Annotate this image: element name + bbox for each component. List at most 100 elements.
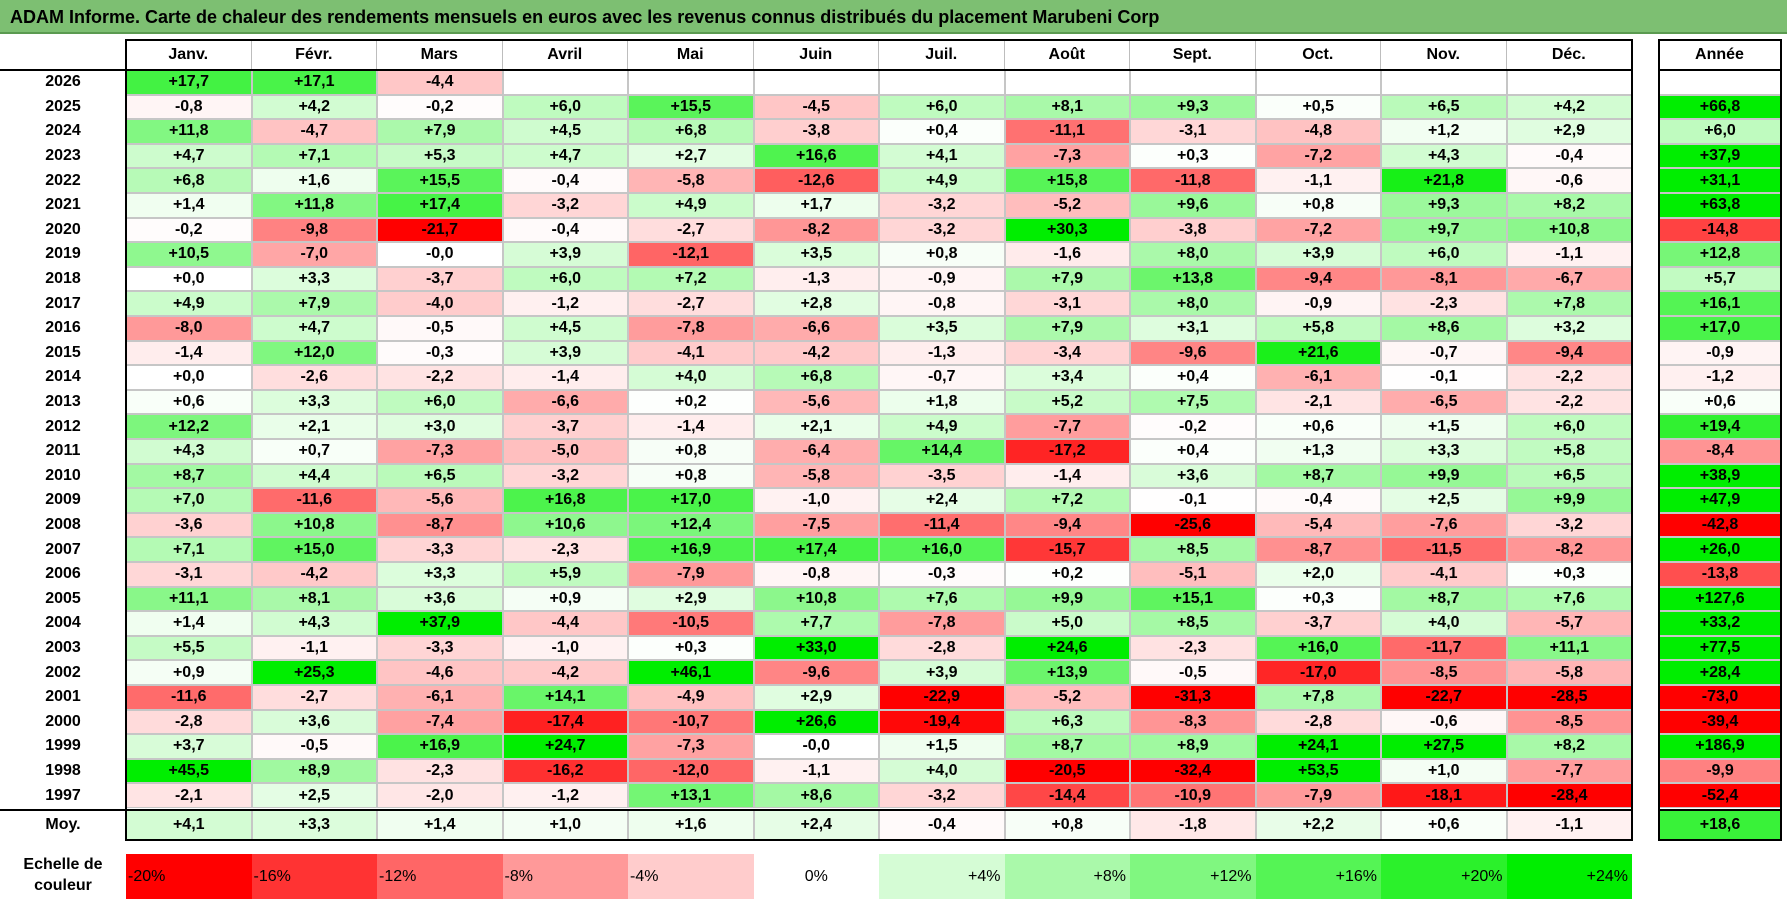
heatmap-cell: +7,5 bbox=[1130, 389, 1256, 415]
heatmap-cell: -4,9 bbox=[628, 685, 754, 710]
heatmap-cell: +2,9 bbox=[628, 586, 754, 612]
heatmap-cell: +10,5 bbox=[126, 242, 252, 267]
heatmap-cell: -1,3 bbox=[753, 266, 879, 292]
heatmap-cell: -1,4 bbox=[502, 365, 628, 390]
heatmap-cell: +9,3 bbox=[1381, 193, 1507, 218]
heatmap-cell: -7,6 bbox=[1381, 512, 1507, 538]
year-label: 2019 bbox=[45, 245, 81, 263]
heatmap-cell: -2,6 bbox=[251, 365, 377, 390]
heatmap-cell: +17,4 bbox=[377, 193, 503, 218]
heatmap-cell: -11,5 bbox=[1381, 537, 1507, 562]
heatmap-cell: -8,2 bbox=[1506, 537, 1632, 562]
heatmap-cell: -6,6 bbox=[753, 316, 879, 341]
year-label: 2016 bbox=[45, 319, 81, 337]
heatmap-cell: +3,5 bbox=[753, 242, 879, 267]
heatmap-cell: -5,7 bbox=[1506, 611, 1632, 636]
heatmap-cell: +2,7 bbox=[628, 143, 754, 169]
heatmap-cell: -12,0 bbox=[628, 758, 754, 784]
heatmap-cell: -0,2 bbox=[126, 217, 252, 243]
heatmap-cell: -8,0 bbox=[126, 316, 252, 341]
heatmap-cell: +6,0 bbox=[1381, 242, 1507, 267]
heatmap-cell: -7,9 bbox=[628, 562, 754, 587]
heatmap-cell: -20,5 bbox=[1004, 758, 1130, 784]
heatmap-cell: +16,9 bbox=[628, 537, 754, 562]
color-scale-swatch: -4% bbox=[628, 854, 754, 899]
heatmap-cell: -6,1 bbox=[1255, 365, 1381, 390]
year-label: 2007 bbox=[45, 540, 81, 558]
heatmap-cell: +7,0 bbox=[126, 488, 252, 513]
heatmap-cell bbox=[879, 70, 1005, 95]
average-separator-annual bbox=[1658, 809, 1782, 811]
annual-cell: +16,1 bbox=[1659, 291, 1781, 316]
average-cell: +3,3 bbox=[251, 810, 377, 840]
heatmap-cell: +4,3 bbox=[126, 439, 252, 464]
heatmap-cell: +0,4 bbox=[1130, 365, 1256, 390]
heatmap-cell: +17,7 bbox=[126, 70, 252, 95]
heatmap-cell: +8,7 bbox=[1255, 463, 1381, 489]
annual-cell: +77,5 bbox=[1659, 635, 1781, 661]
heatmap-cell: -5,0 bbox=[502, 439, 628, 464]
heatmap-cell: -0,4 bbox=[1255, 488, 1381, 513]
heatmap-cell: +45,5 bbox=[126, 758, 252, 784]
annual-cell: -14,8 bbox=[1659, 217, 1781, 243]
heatmap-cell: -0,4 bbox=[502, 217, 628, 243]
heatmap-cell: -6,4 bbox=[753, 439, 879, 464]
heatmap-cell: +12,0 bbox=[251, 340, 377, 366]
month-header: Avril bbox=[502, 40, 628, 70]
heatmap-cell: +6,3 bbox=[1004, 709, 1130, 735]
heatmap-cell: -0,4 bbox=[502, 168, 628, 193]
heatmap-cell: +4,0 bbox=[628, 365, 754, 390]
heatmap-cell: +16,0 bbox=[879, 537, 1005, 562]
heatmap-cell: +5,2 bbox=[1004, 389, 1130, 415]
annual-cell: +63,8 bbox=[1659, 193, 1781, 218]
heatmap-cell: +10,8 bbox=[251, 512, 377, 538]
heatmap-cell: -3,4 bbox=[1004, 340, 1130, 366]
heatmap-cell: -2,3 bbox=[377, 758, 503, 784]
month-header: Oct. bbox=[1255, 40, 1381, 70]
heatmap-cell: -4,6 bbox=[377, 660, 503, 685]
heatmap-cell: -0,2 bbox=[377, 94, 503, 120]
heatmap-cell: +33,0 bbox=[753, 635, 879, 661]
heatmap-cell: -6,7 bbox=[1506, 266, 1632, 292]
average-cell: +4,1 bbox=[126, 810, 252, 840]
heatmap-cell: +4,2 bbox=[251, 94, 377, 120]
heatmap-cell: +9,3 bbox=[1130, 94, 1256, 120]
heatmap-cell: -4,5 bbox=[753, 94, 879, 120]
heatmap-cell: +8,2 bbox=[1506, 734, 1632, 759]
heatmap-cell: -0,7 bbox=[879, 365, 1005, 390]
heatmap-cell: -10,5 bbox=[628, 611, 754, 636]
heatmap-cell: +0,8 bbox=[628, 463, 754, 489]
annual-cell: -42,8 bbox=[1659, 512, 1781, 538]
month-header: Févr. bbox=[251, 40, 377, 70]
heatmap-cell: +4,2 bbox=[1506, 94, 1632, 120]
average-separator bbox=[0, 809, 1633, 811]
heatmap-cell: +3,3 bbox=[251, 389, 377, 415]
heatmap-cell: +37,9 bbox=[377, 611, 503, 636]
heatmap-cell: +21,8 bbox=[1381, 168, 1507, 193]
heatmap-cell: +6,5 bbox=[1381, 94, 1507, 120]
heatmap-cell: -5,2 bbox=[1004, 685, 1130, 710]
year-label: 2018 bbox=[45, 270, 81, 288]
color-scale-swatch: 0% bbox=[753, 854, 879, 899]
heatmap-cell: +7,9 bbox=[377, 119, 503, 144]
heatmap-cell: -7,4 bbox=[377, 709, 503, 735]
month-header: Août bbox=[1004, 40, 1130, 70]
heatmap-cell: -15,7 bbox=[1004, 537, 1130, 562]
heatmap-cell: -0,4 bbox=[1506, 143, 1632, 169]
year-label: 2020 bbox=[45, 220, 81, 238]
heatmap-cell: +13,9 bbox=[1004, 660, 1130, 685]
heatmap-cell: +8,1 bbox=[251, 586, 377, 612]
title-bar: ADAM Informe. Carte de chaleur des rende… bbox=[0, 0, 1787, 34]
heatmap-cell: +15,8 bbox=[1004, 168, 1130, 193]
heatmap-cell: +0,5 bbox=[1255, 94, 1381, 120]
heatmap-cell: +4,5 bbox=[502, 119, 628, 144]
heatmap-cell: +5,8 bbox=[1506, 439, 1632, 464]
color-scale-swatch: -8% bbox=[502, 854, 628, 899]
color-scale-swatch: +16% bbox=[1255, 854, 1381, 899]
annual-cell: +12,8 bbox=[1659, 242, 1781, 267]
heatmap-cell: +2,9 bbox=[1506, 119, 1632, 144]
heatmap-cell: -1,1 bbox=[251, 635, 377, 661]
heatmap-cell: +6,5 bbox=[377, 463, 503, 489]
heatmap-cell: -5,1 bbox=[1130, 562, 1256, 587]
heatmap-cell: +1,4 bbox=[126, 611, 252, 636]
